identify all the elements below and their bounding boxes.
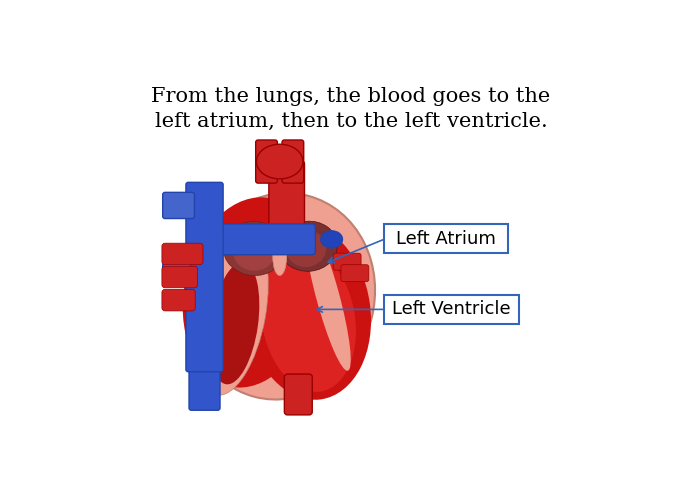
Text: Left Ventricle: Left Ventricle: [393, 300, 511, 318]
FancyBboxPatch shape: [284, 374, 312, 415]
FancyBboxPatch shape: [282, 140, 304, 183]
FancyBboxPatch shape: [216, 224, 315, 255]
Ellipse shape: [321, 231, 342, 248]
Ellipse shape: [304, 222, 351, 371]
Ellipse shape: [193, 228, 268, 396]
Ellipse shape: [223, 222, 285, 276]
Ellipse shape: [210, 262, 259, 384]
Ellipse shape: [286, 230, 326, 267]
FancyBboxPatch shape: [384, 224, 508, 253]
FancyBboxPatch shape: [341, 265, 369, 282]
FancyBboxPatch shape: [162, 266, 197, 288]
FancyBboxPatch shape: [186, 182, 223, 372]
Ellipse shape: [279, 221, 337, 271]
Ellipse shape: [261, 247, 356, 392]
Ellipse shape: [256, 144, 303, 179]
Text: From the lungs, the blood goes to the
left atrium, then to the left ventricle.: From the lungs, the blood goes to the le…: [151, 87, 551, 131]
Ellipse shape: [246, 224, 371, 400]
FancyBboxPatch shape: [162, 192, 195, 218]
FancyBboxPatch shape: [256, 140, 277, 183]
FancyBboxPatch shape: [189, 363, 220, 410]
Text: Left Atrium: Left Atrium: [396, 229, 496, 248]
FancyBboxPatch shape: [333, 253, 361, 270]
Ellipse shape: [188, 193, 375, 399]
FancyBboxPatch shape: [384, 295, 519, 324]
Ellipse shape: [183, 197, 318, 387]
FancyBboxPatch shape: [162, 263, 190, 285]
Ellipse shape: [233, 232, 275, 271]
FancyBboxPatch shape: [162, 243, 203, 265]
FancyBboxPatch shape: [269, 161, 304, 228]
FancyBboxPatch shape: [162, 289, 195, 311]
Ellipse shape: [273, 237, 287, 276]
